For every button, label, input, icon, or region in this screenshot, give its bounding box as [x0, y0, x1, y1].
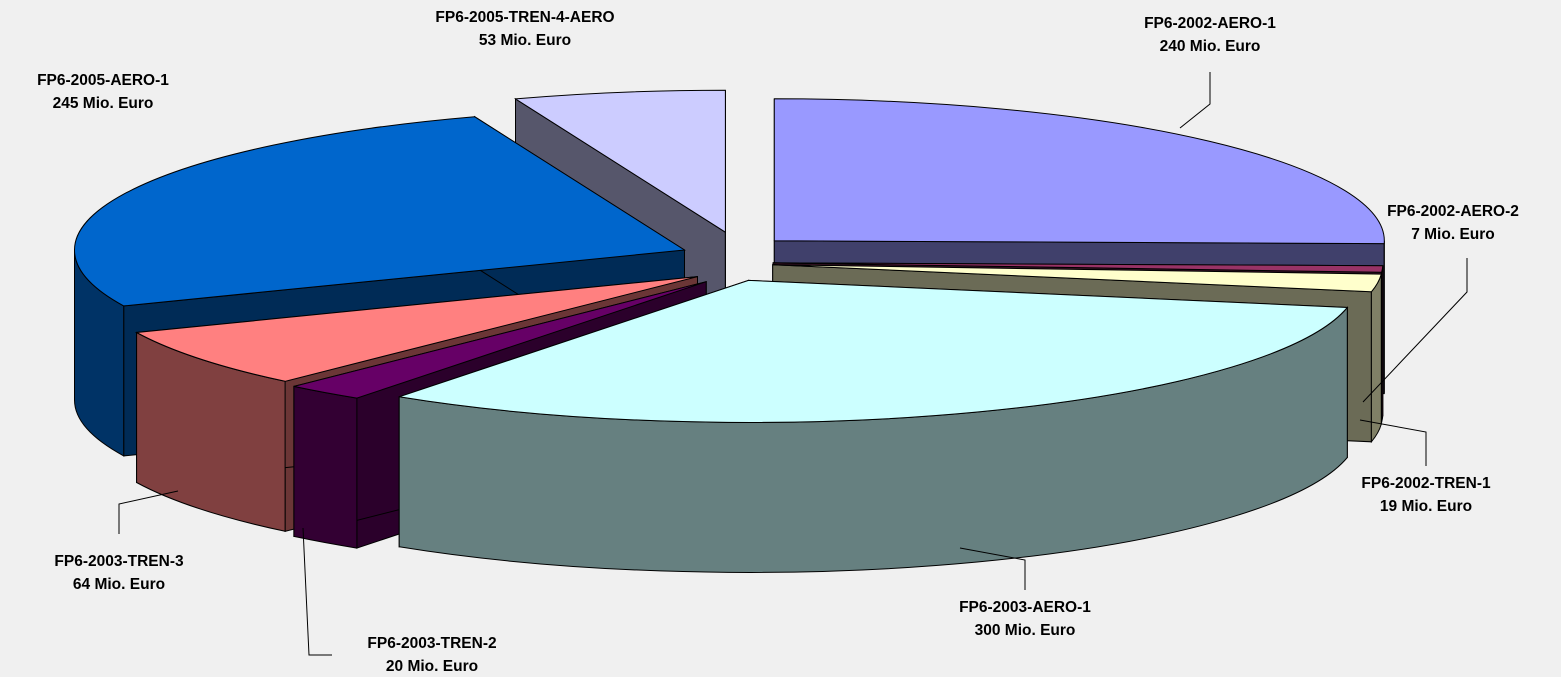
data-label-name: FP6-2003-TREN-3: [54, 553, 184, 570]
data-label-value: 53 Mio. Euro: [479, 32, 571, 49]
leader-line-fp6-2003-tren-2: [302, 527, 332, 656]
data-label-fp6-2003-tren-2: FP6-2003-TREN-2 20 Mio. Euro: [367, 635, 496, 675]
slice-fp6-2003-tren-3: [134, 276, 698, 382]
data-label-name: FP6-2003-TREN-2: [367, 635, 496, 652]
slice-fp6-2002-aero-2: [772, 262, 1384, 273]
data-label-value: 245 Mio. Euro: [53, 95, 154, 112]
data-label-fp6-2002-aero-2: FP6-2002-AERO-2 7 Mio. Euro: [1387, 203, 1519, 243]
data-label-value: 7 Mio. Euro: [1411, 226, 1495, 243]
slice-tops: [74, 89, 1385, 423]
slice-fp6-2003-aero-1: [399, 279, 1349, 423]
data-label-value: 300 Mio. Euro: [975, 622, 1076, 639]
data-label-value: 240 Mio. Euro: [1160, 38, 1261, 55]
data-label-name: FP6-2005-AERO-1: [37, 72, 169, 89]
data-label-fp6-2003-aero-1: FP6-2003-AERO-1 300 Mio. Euro: [959, 599, 1091, 639]
data-label-fp6-2003-tren-3: FP6-2003-TREN-3 64 Mio. Euro: [54, 553, 184, 593]
data-labels: FP6-2002-AERO-1 240 Mio. EuroFP6-2002-AER…: [37, 9, 1519, 675]
slice-fp6-2005-tren-4-aero: [513, 89, 726, 234]
data-label-fp6-2002-tren-1: FP6-2002-TREN-1 19 Mio. Euro: [1361, 475, 1491, 515]
data-label-value: 19 Mio. Euro: [1380, 498, 1472, 515]
slice-fp6-2002-tren-1: [772, 264, 1382, 293]
slice-fp6-2002-aero-1: [773, 98, 1385, 245]
leader-line-fp6-2002-aero-2: [1362, 258, 1468, 403]
data-label-name: FP6-2002-TREN-1: [1361, 475, 1491, 492]
slice-fp6-2003-tren-2: [293, 281, 707, 399]
data-label-name: FP6-2002-AERO-1: [1144, 15, 1276, 32]
slice-fp6-2002-tren-1-outer-wall-0: [1370, 273, 1382, 444]
data-label-name: FP6-2003-AERO-1: [959, 599, 1091, 616]
leader-line-fp6-2003-tren-3: [118, 490, 179, 534]
leader-line-fp6-2003-aero-1: [959, 547, 1026, 590]
leader-lines: [118, 72, 1468, 656]
data-label-fp6-2005-tren-4-aero: FP6-2005-TREN-4-AERO 53 Mio. Euro: [435, 9, 614, 49]
leader-line-fp6-2002-aero-1: [1179, 72, 1211, 129]
data-label-name: FP6-2002-AERO-2: [1387, 203, 1519, 220]
data-label-fp6-2002-aero-1: FP6-2002-AERO-1 240 Mio. Euro: [1144, 15, 1276, 55]
data-label-fp6-2005-aero-1: FP6-2005-AERO-1 245 Mio. Euro: [37, 72, 169, 112]
data-label-name: FP6-2005-TREN-4-AERO: [435, 9, 614, 26]
slice-fp6-2005-aero-1: [74, 116, 686, 307]
leader-line-fp6-2002-tren-1: [1359, 419, 1427, 466]
slice-fp6-2003-tren-2-outer-wall-0: [293, 385, 358, 549]
data-label-value: 20 Mio. Euro: [386, 658, 478, 675]
data-label-value: 64 Mio. Euro: [73, 576, 165, 593]
